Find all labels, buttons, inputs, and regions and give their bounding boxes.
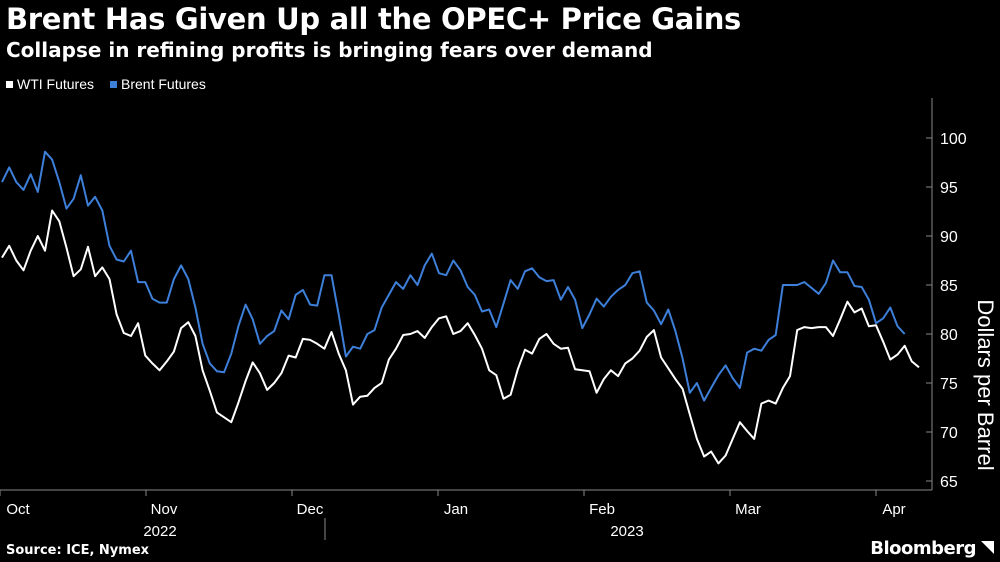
y-tick-label: 80 <box>940 327 958 344</box>
x-tick-label: Feb <box>589 501 615 518</box>
legend-label-brent: Brent Futures <box>121 76 206 92</box>
chart-title: Brent Has Given Up all the OPEC+ Price G… <box>6 2 742 36</box>
x-tick-label: Oct <box>6 501 30 518</box>
series-line-wti <box>1 209 920 465</box>
bloomberg-logo: Bloomberg <box>870 538 976 559</box>
x-axis-ticks: Oct Nov Dec Jan Feb Mar Apr 2022 2023 <box>0 490 906 540</box>
legend-label-wti: WTI Futures <box>17 76 95 92</box>
x-year-label: 2022 <box>143 523 176 540</box>
x-tick-label: Apr <box>882 501 905 518</box>
y-tick-label: 70 <box>940 425 958 442</box>
y-tick-label: 65 <box>940 474 958 491</box>
legend-item-wti: WTI Futures <box>6 76 94 92</box>
y-axis-label: Dollars per Barrel <box>973 299 998 470</box>
y-tick-label: 85 <box>940 278 958 295</box>
series-line-brent <box>1 150 906 402</box>
x-year-label: 2023 <box>610 523 643 540</box>
source-note: Source: ICE, Nymex <box>6 543 150 558</box>
y-tick-label: 95 <box>940 180 958 197</box>
axes <box>0 98 933 491</box>
legend-swatch-brent <box>110 80 118 88</box>
legend-item-brent: Brent Futures <box>110 76 206 92</box>
x-tick-label: Nov <box>151 501 178 518</box>
y-axis-ticks: 65 70 75 80 85 90 95 100 <box>926 131 967 491</box>
chart-subtitle: Collapse in refining profits is bringing… <box>6 38 653 62</box>
legend: WTI Futures Brent Futures <box>6 76 206 92</box>
x-tick-label: Jan <box>444 501 468 518</box>
legend-swatch-wti <box>6 80 13 88</box>
y-tick-label: 100 <box>940 131 967 148</box>
y-tick-label: 90 <box>940 229 958 246</box>
x-tick-label: Dec <box>297 501 324 518</box>
x-tick-label: Mar <box>735 501 761 518</box>
y-tick-label: 75 <box>940 376 958 393</box>
